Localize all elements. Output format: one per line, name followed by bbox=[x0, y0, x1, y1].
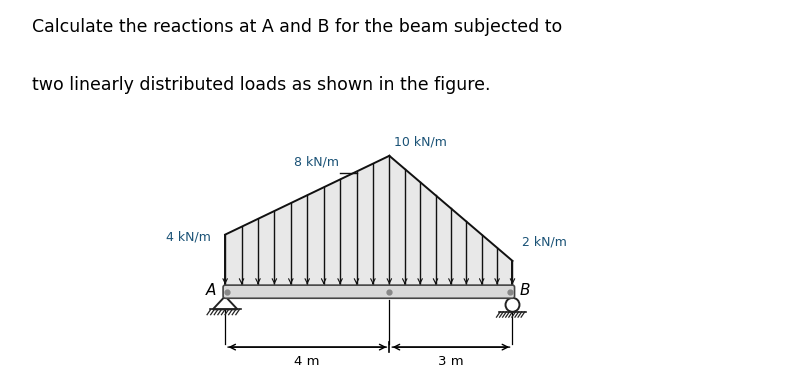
Polygon shape bbox=[225, 156, 389, 287]
FancyBboxPatch shape bbox=[223, 285, 515, 298]
Text: 4 m: 4 m bbox=[294, 355, 320, 368]
Text: 2 kN/m: 2 kN/m bbox=[521, 236, 566, 249]
Text: 4 kN/m: 4 kN/m bbox=[166, 230, 210, 243]
Circle shape bbox=[505, 298, 520, 312]
Text: 3 m: 3 m bbox=[438, 355, 464, 368]
Polygon shape bbox=[213, 296, 237, 309]
Text: 10 kN/m: 10 kN/m bbox=[394, 136, 447, 149]
Text: two linearly distributed loads as shown in the figure.: two linearly distributed loads as shown … bbox=[32, 76, 490, 94]
Text: 8 kN/m: 8 kN/m bbox=[293, 156, 339, 169]
Text: A: A bbox=[206, 283, 216, 298]
Text: B: B bbox=[520, 283, 531, 298]
Polygon shape bbox=[389, 156, 513, 287]
Text: Calculate the reactions at A and B for the beam subjected to: Calculate the reactions at A and B for t… bbox=[32, 18, 562, 36]
